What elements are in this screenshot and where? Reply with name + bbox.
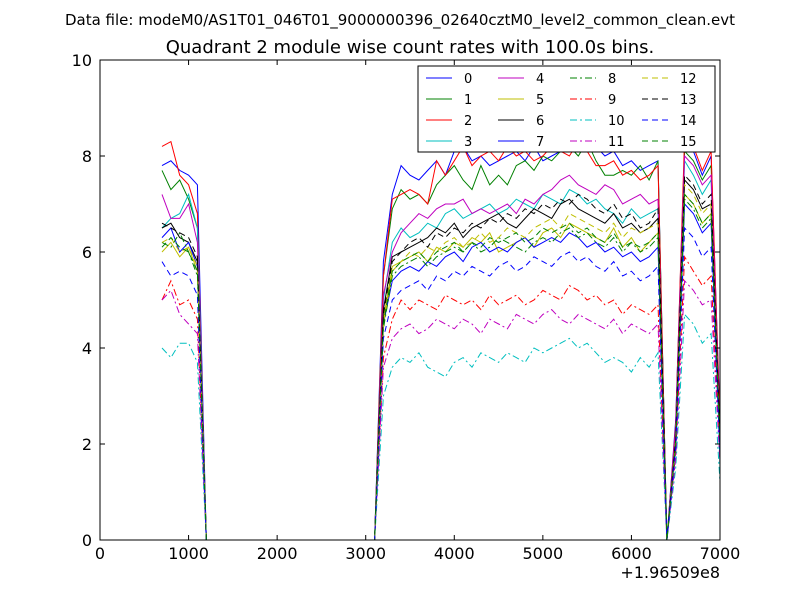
series-line-10 [161, 313, 721, 541]
y-tick-label: 0 [82, 531, 92, 550]
legend-label-5: 5 [536, 93, 544, 108]
legend-label-8: 8 [608, 72, 616, 87]
y-tick-label: 2 [82, 435, 92, 454]
chart-title: Quadrant 2 module wise count rates with … [166, 37, 655, 58]
series-line-14 [161, 226, 721, 541]
x-tick-label: 1000 [168, 544, 209, 563]
legend-box [417, 65, 716, 153]
data-file-label: Data file: modeM0/AS1T01_046T01_90000003… [65, 11, 735, 30]
x-tick-label: 6000 [611, 544, 652, 563]
x-tick-label: 4000 [434, 544, 475, 563]
x-tick-label: 7000 [700, 544, 741, 563]
x-tick-label: 3000 [345, 544, 386, 563]
legend-label-15: 15 [680, 135, 697, 150]
y-tick-label: 4 [82, 339, 92, 358]
legend-label-7: 7 [536, 135, 544, 150]
legend-label-0: 0 [464, 72, 472, 87]
x-offset-label: +1.96509e8 [620, 563, 720, 582]
legend-label-13: 13 [680, 93, 697, 108]
legend-label-1: 1 [464, 93, 472, 108]
legend-label-11: 11 [608, 135, 625, 150]
legend-label-3: 3 [464, 135, 472, 150]
legend-label-10: 10 [608, 114, 625, 129]
legend-label-14: 14 [680, 114, 697, 129]
legend-label-2: 2 [464, 114, 472, 129]
y-tick-label: 8 [82, 147, 92, 166]
legend-label-4: 4 [536, 72, 544, 87]
y-tick-label: 6 [82, 243, 92, 262]
x-tick-label: 5000 [522, 544, 563, 563]
y-tick-label: 10 [72, 51, 92, 70]
x-tick-label: 0 [95, 544, 105, 563]
legend-label-6: 6 [536, 114, 544, 129]
x-tick-label: 2000 [257, 544, 298, 563]
series-line-8 [161, 197, 721, 541]
series-line-12 [161, 183, 721, 541]
legend-label-12: 12 [680, 72, 697, 87]
legend-label-9: 9 [608, 93, 616, 108]
plot-frame [99, 59, 721, 541]
